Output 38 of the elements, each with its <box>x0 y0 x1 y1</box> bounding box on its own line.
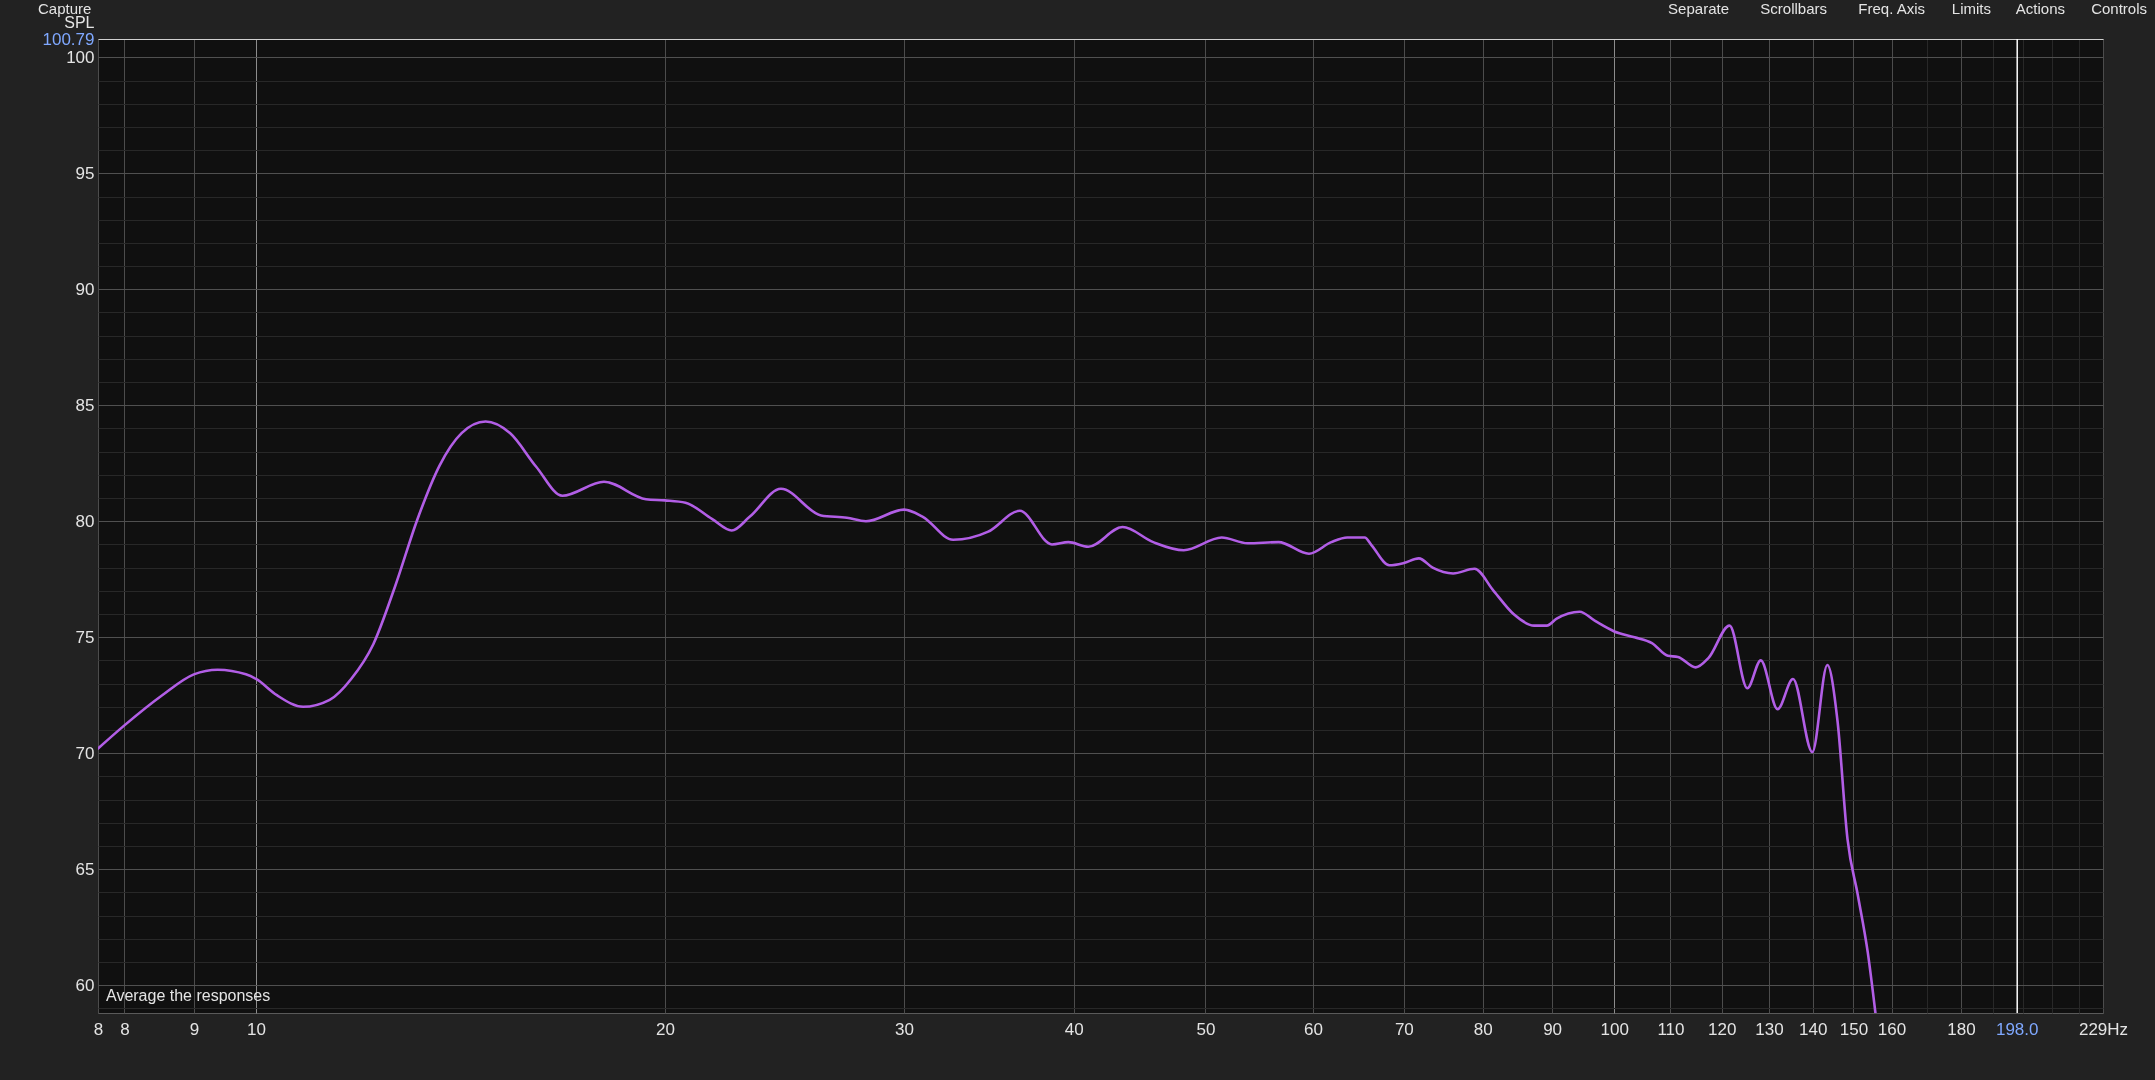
y-tick-label: 60 <box>75 975 95 995</box>
y-tick-label: 85 <box>75 395 95 415</box>
x-tick-label: 150 <box>1839 1019 1869 1039</box>
x-tick-label: 120 <box>1708 1019 1737 1039</box>
x-tick-label: 70 <box>1394 1019 1414 1039</box>
x-tick-label: 8 <box>93 1019 104 1039</box>
x-tick-label: 10 <box>247 1019 266 1039</box>
y-tick-label: 95 <box>75 163 95 183</box>
text: Separate <box>1668 0 1729 17</box>
x-tick-label: 80 <box>1473 1019 1493 1039</box>
y-tick-label: 90 <box>75 279 95 299</box>
x-tick-label: 30 <box>895 1019 915 1039</box>
x-tick-label: 20 <box>655 1019 675 1039</box>
text: Scrollbars <box>1760 0 1827 17</box>
y-tick-label: 100 <box>66 47 95 67</box>
text: Actions <box>2015 0 2065 17</box>
x-tick-label: 140 <box>1799 1019 1828 1039</box>
x-tick-label: 40 <box>1064 1019 1084 1039</box>
x-tick-label: 60 <box>1303 1019 1323 1039</box>
text: Freq. Axis <box>1858 0 1925 17</box>
x-tick-label: 229Hz <box>2078 1019 2129 1039</box>
x-tick-label: 130 <box>1755 1019 1784 1039</box>
y-tick-label: 70 <box>75 743 95 763</box>
y-tick-label: 80 <box>75 511 95 531</box>
text: Controls <box>2091 0 2147 17</box>
x-tick-label: 8 <box>120 1019 130 1039</box>
x-tick-label: 50 <box>1196 1019 1216 1039</box>
x-tick-label: 110 <box>1657 1019 1685 1039</box>
ref-line-label: 198.0 <box>1995 1020 2039 1039</box>
y-tick-label: 75 <box>75 627 95 647</box>
y-tick-label: 100.79 <box>42 29 95 49</box>
text: Limits <box>1951 0 1991 17</box>
x-tick-label: 90 <box>1543 1019 1563 1039</box>
x-tick-label: 9 <box>189 1019 200 1039</box>
x-tick-label: 180 <box>1947 1019 1976 1039</box>
y-tick-label: 65 <box>75 859 95 879</box>
x-tick-label: 100 <box>1600 1019 1629 1039</box>
x-tick-label: 160 <box>1877 1019 1907 1039</box>
